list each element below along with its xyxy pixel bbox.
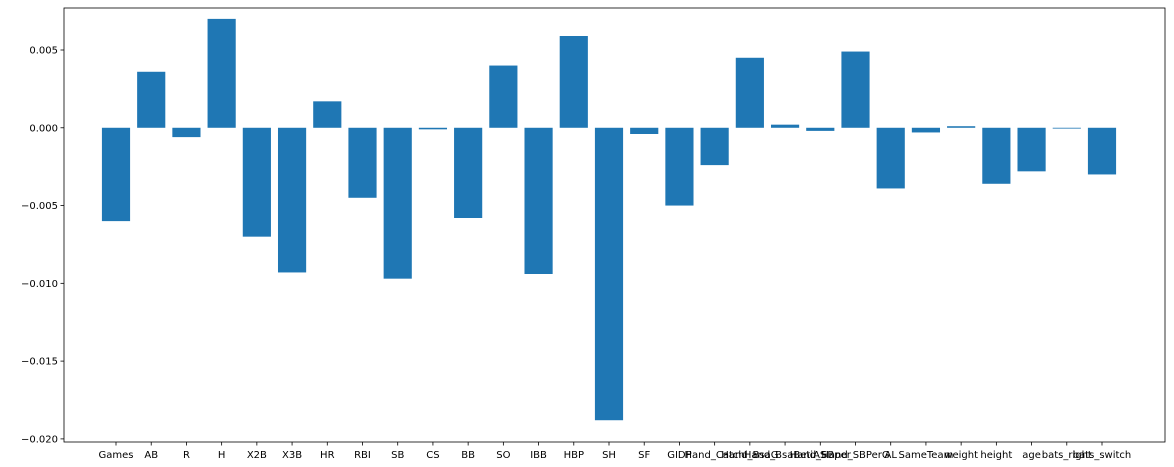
x-tick-label: RBI	[354, 450, 371, 461]
bar-sameteam	[911, 127, 941, 133]
bar-weight	[947, 126, 976, 128]
bar-ibb	[524, 127, 553, 275]
x-tick-label: Hand_Catch	[685, 450, 745, 461]
x-tick-label: bats_switch	[1073, 450, 1132, 461]
x-tick-label: Hand_SBPerG	[821, 450, 889, 461]
y-tick-label: −0.015	[21, 357, 58, 368]
x-tick-label: R	[183, 450, 190, 461]
x-tick-label: Hand_SBper	[790, 450, 852, 461]
x-tick-label: SameTeam	[899, 450, 954, 461]
bar-age	[1017, 127, 1046, 172]
bar-hand_bsag	[735, 57, 764, 128]
bar-al	[876, 127, 905, 189]
x-tick-label: bats_right	[1042, 450, 1092, 461]
bar-hr	[313, 101, 342, 128]
x-tick-label: height	[980, 450, 1012, 461]
bar-hand_catch	[700, 127, 729, 166]
bar-bats_right	[1052, 127, 1081, 129]
axes-frame	[63, 7, 1166, 443]
bar-hand_sbper	[806, 127, 835, 131]
bar-sh	[594, 127, 624, 421]
bar-hbp	[559, 36, 588, 128]
y-axis: 0.005 0.000 −0.005 −0.010 −0.015 −0.020	[21, 46, 64, 445]
x-tick-label: HR	[320, 450, 335, 461]
x-tick-label: Games	[99, 450, 134, 461]
x-tick-label: AB	[144, 450, 158, 461]
x-axis: Games AB R H X2B X3B HR RBI SB CS BB SO IBB HBP SH SF GI…	[99, 442, 1132, 461]
x-tick-label: BB	[461, 450, 475, 461]
bar-x2b	[242, 127, 271, 237]
x-tick-label: HBP	[564, 450, 584, 461]
bar-cs	[418, 127, 448, 130]
x-tick-label: SO	[496, 450, 510, 461]
x-tick-label: X3B	[282, 450, 302, 461]
x-tick-label: CS	[426, 450, 439, 461]
bar-sb	[383, 127, 412, 279]
x-tick-label: X2B	[247, 450, 267, 461]
bar-height	[982, 127, 1011, 184]
y-tick-label: −0.010	[21, 279, 58, 290]
bars-group	[101, 18, 1117, 421]
bar-sf	[630, 127, 659, 134]
bar-hand_sbperg	[841, 51, 870, 128]
bar-games	[101, 127, 131, 222]
bar-hand_bsabetias	[770, 124, 800, 128]
y-tick-label: 0.000	[29, 123, 58, 134]
x-tick-label: GIDP	[667, 450, 691, 461]
bar-so	[489, 65, 518, 128]
bar-bb	[454, 127, 483, 218]
x-tick-label: weight	[944, 450, 978, 461]
bar-bats_switch	[1087, 127, 1117, 175]
y-tick-label: 0.005	[29, 46, 58, 57]
x-tick-label: age	[1022, 450, 1041, 461]
bar-h	[207, 18, 236, 128]
bar-r	[172, 127, 201, 138]
y-tick-label: −0.020	[21, 434, 58, 445]
bar-ab	[137, 71, 166, 128]
x-tick-label: SF	[638, 450, 650, 461]
x-tick-label: SH	[602, 450, 616, 461]
x-tick-label: Hand_BsaG	[721, 450, 778, 461]
y-tick-label: −0.005	[21, 201, 58, 212]
bar-x3b	[277, 127, 307, 273]
x-tick-label: Hand_BsaBetiAS	[744, 450, 826, 461]
x-tick-label: H	[218, 450, 226, 461]
bar-gidp	[665, 127, 694, 206]
x-tick-label: IBB	[530, 450, 547, 461]
bar-rbi	[348, 127, 377, 198]
x-tick-label: SB	[391, 450, 404, 461]
x-tick-label: AL	[885, 450, 898, 461]
